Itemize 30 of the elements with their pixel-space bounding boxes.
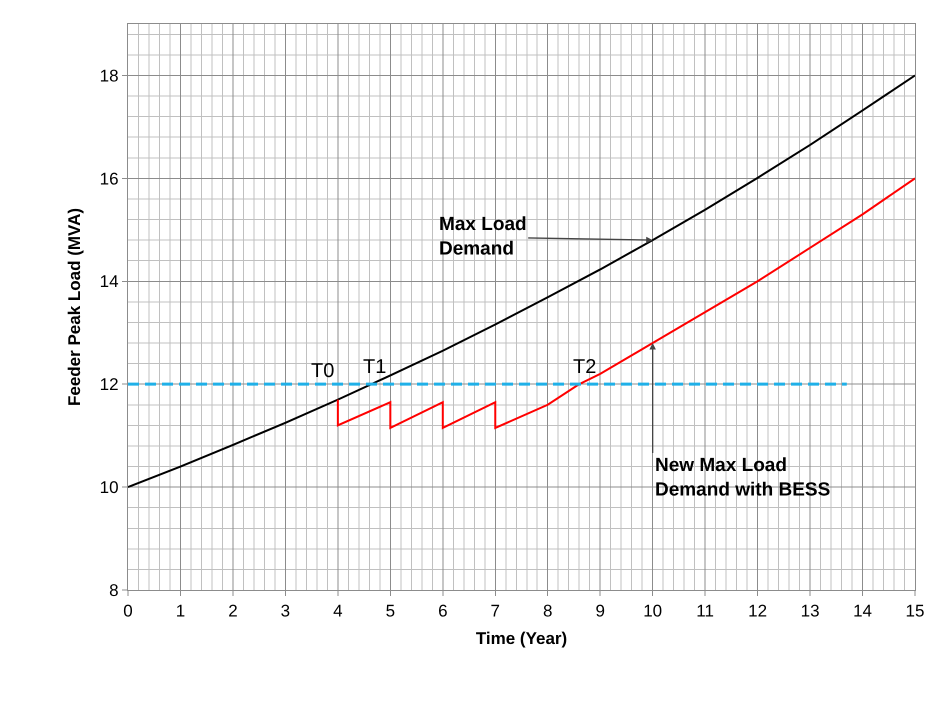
x-tick-label: 2 [228,601,238,620]
y-tick-label: 12 [100,375,119,394]
annotation: New Max Load Demand with BESS [655,455,830,501]
x-tick-label: 14 [853,601,872,620]
line-series [336,177,915,429]
annotation: T2 [573,356,596,378]
x-tick-label: 15 [906,601,924,620]
x-axis-title: Time (Year) [476,628,568,648]
x-tick-label: 5 [386,601,396,620]
y-tick-label: 8 [109,580,119,600]
x-tick-label: 1 [176,601,186,620]
x-tick-label: 0 [123,601,133,620]
x-tick-label: 13 [800,601,820,620]
x-tick-label: 7 [490,601,500,620]
annotation: T0 [311,360,334,382]
x-tick-label: 11 [696,601,714,620]
x-tick-label: 6 [438,601,448,620]
y-tick-label: 18 [100,66,119,86]
annotation: Max Load Demand [439,214,527,260]
y-tick-label: 10 [100,478,119,498]
x-tick-label: 3 [280,601,290,620]
x-tick-label: 12 [748,601,768,620]
x-tick-label: 4 [333,601,343,620]
annotation: T1 [363,356,386,378]
x-tick-label: 9 [595,601,605,620]
y-tick-label: 14 [100,272,119,292]
x-tick-label: 10 [643,601,662,620]
y-tick-label: 16 [100,169,119,188]
x-tick-label: 8 [542,601,552,620]
y-axis-title: Feeder Peak Load (MVA) [65,208,84,406]
